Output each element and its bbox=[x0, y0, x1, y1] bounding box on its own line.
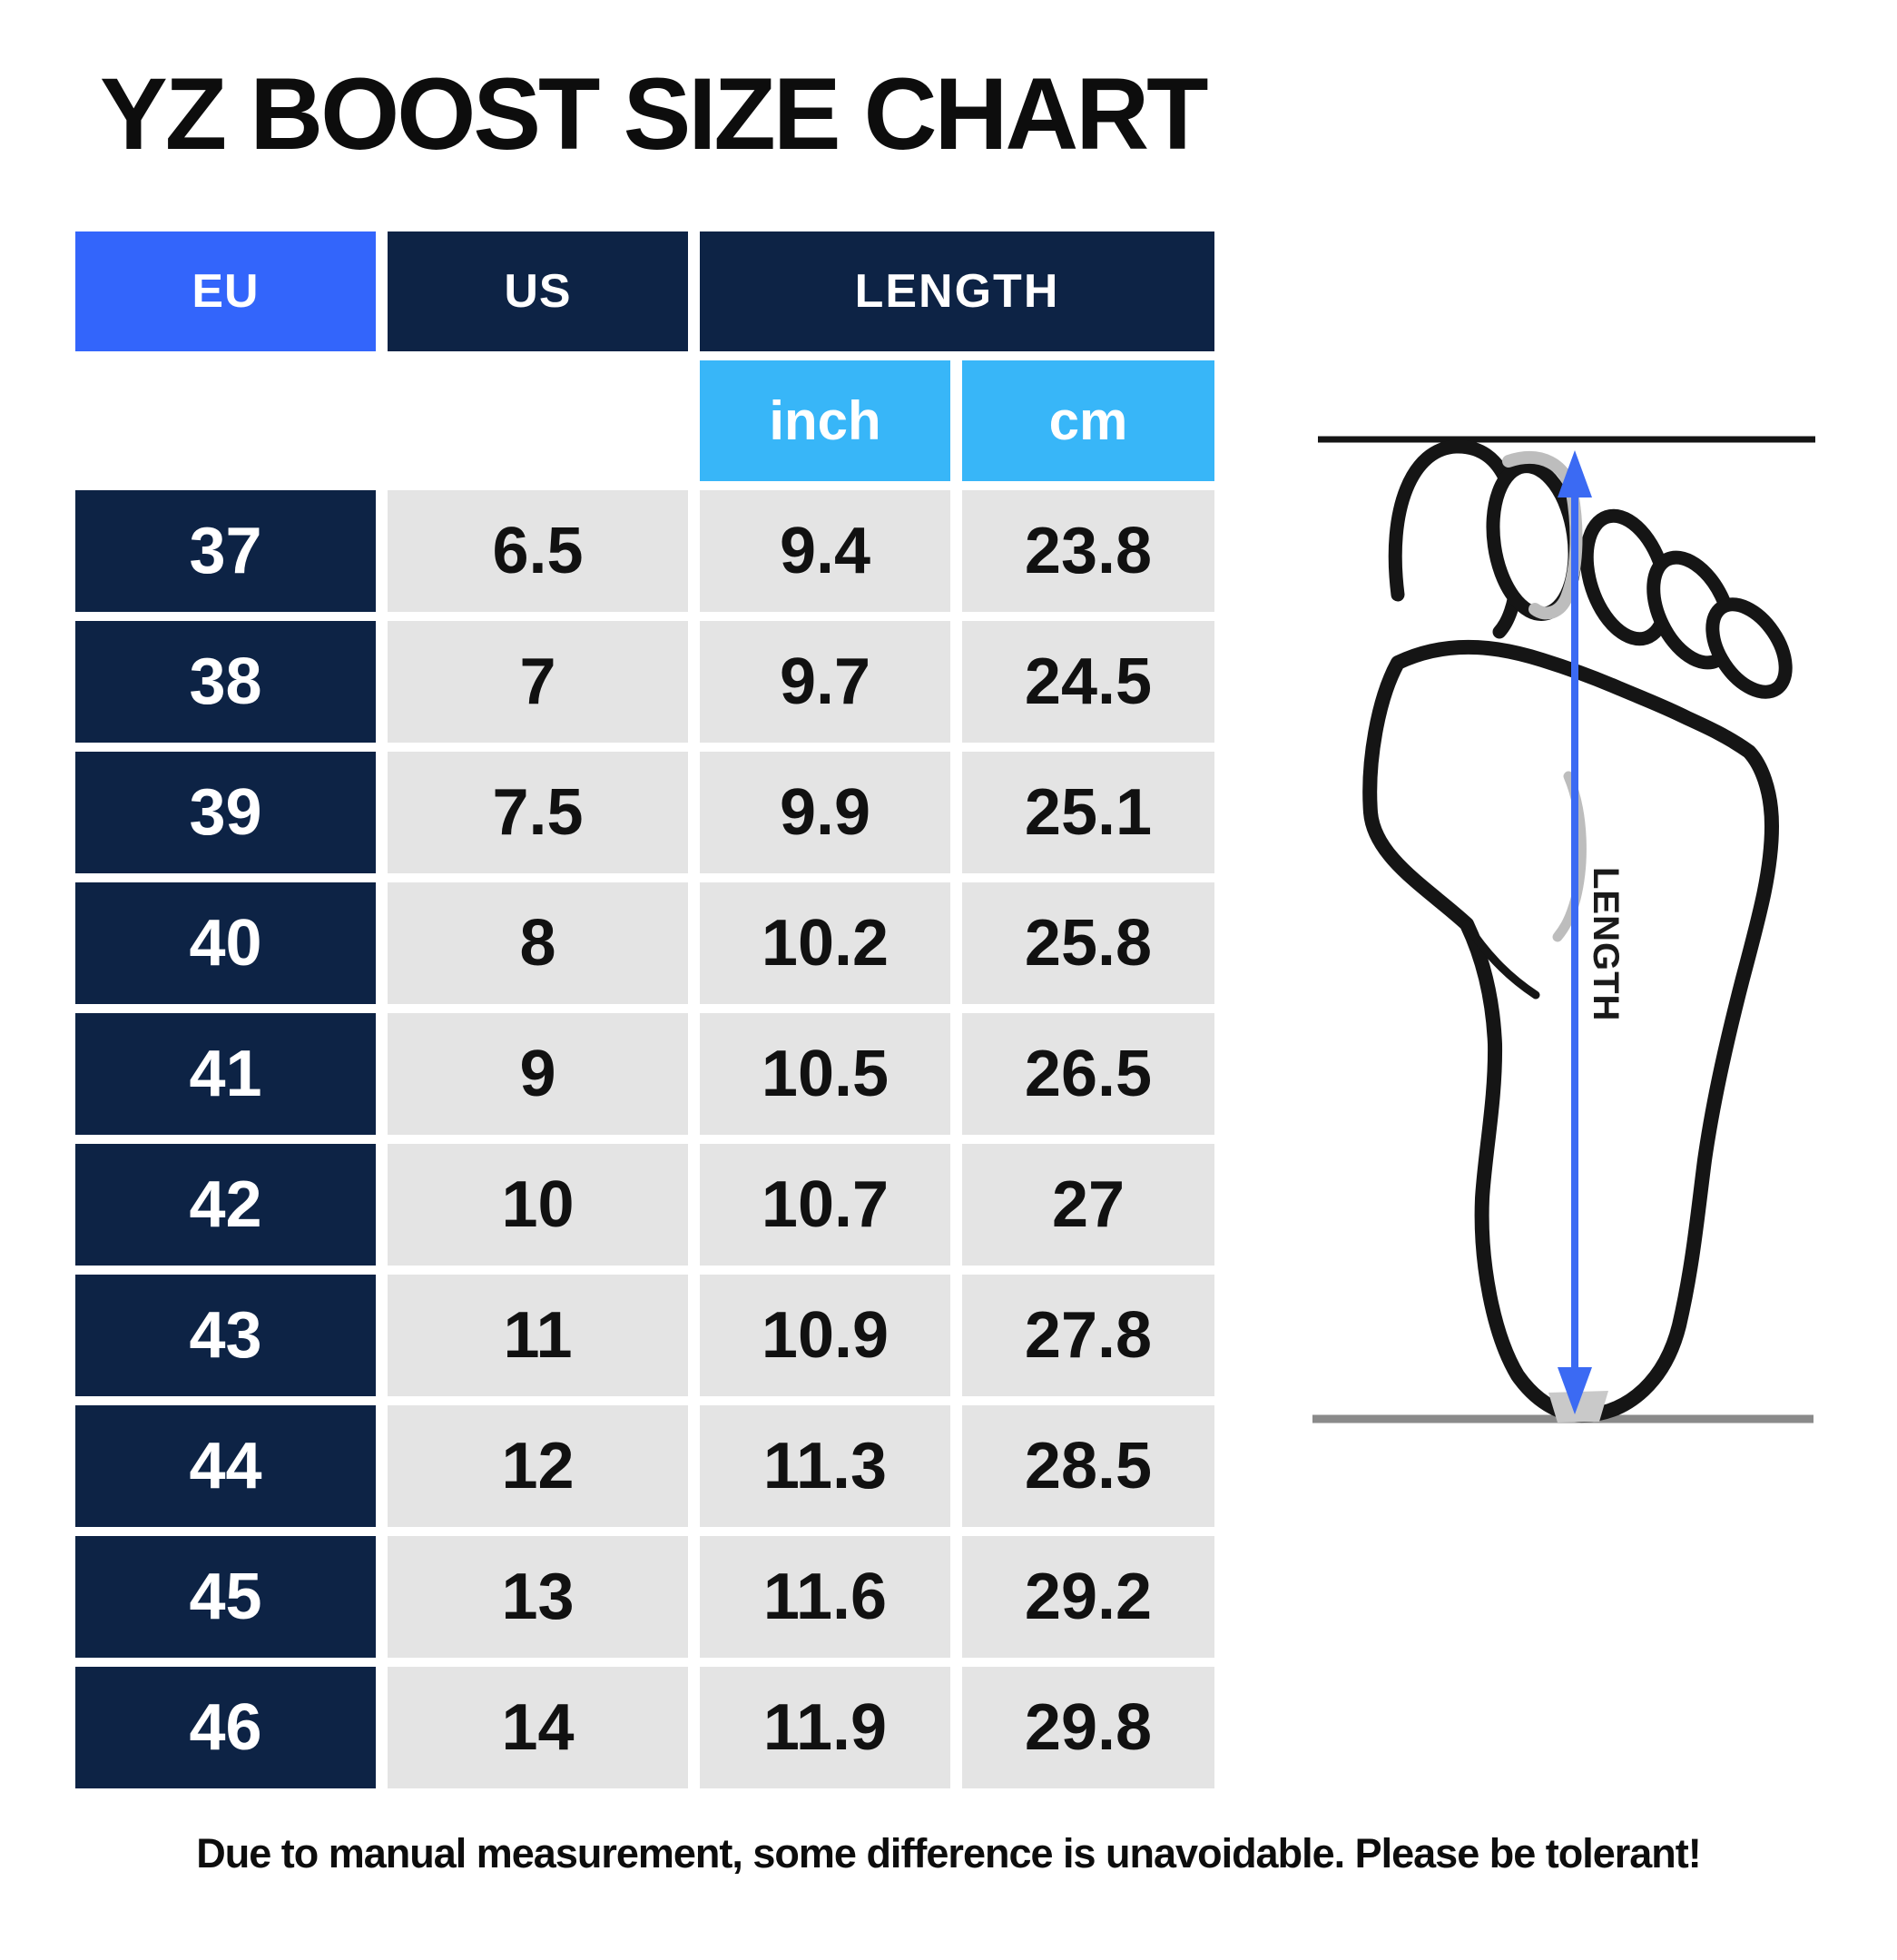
inch-size-cell: 10.5 bbox=[700, 1013, 950, 1135]
length-axis-label: LENGTH bbox=[1586, 867, 1626, 1021]
cm-size-cell: 27.8 bbox=[962, 1275, 1214, 1396]
header-spacer bbox=[75, 360, 688, 481]
inch-size-cell: 10.2 bbox=[700, 882, 950, 1004]
us-size-cell: 14 bbox=[388, 1667, 688, 1788]
arch-crease-line bbox=[1462, 920, 1540, 1000]
column-header-us: US bbox=[388, 231, 688, 351]
us-size-cell: 12 bbox=[388, 1405, 688, 1527]
page-title: YZ BOOST SIZE CHART bbox=[100, 57, 1209, 171]
us-size-cell: 9 bbox=[388, 1013, 688, 1135]
eu-size-cell: 40 bbox=[75, 882, 376, 1004]
inch-size-cell: 10.7 bbox=[700, 1144, 950, 1266]
cm-size-cell: 29.8 bbox=[962, 1667, 1214, 1788]
pinky-toe bbox=[1705, 597, 1793, 699]
cm-size-cell: 24.5 bbox=[962, 621, 1214, 743]
column-header-length: LENGTH bbox=[700, 231, 1214, 351]
size-table: EU US LENGTH inch cm 37 6.5 9.4 23.8 38 7 9.7 2… bbox=[75, 231, 1214, 1788]
us-size-cell: 10 bbox=[388, 1144, 688, 1266]
eu-size-cell: 38 bbox=[75, 621, 376, 743]
us-size-cell: 7.5 bbox=[388, 752, 688, 873]
inch-size-cell: 11.3 bbox=[700, 1405, 950, 1527]
eu-size-cell: 43 bbox=[75, 1275, 376, 1396]
inch-size-cell: 11.9 bbox=[700, 1667, 950, 1788]
cm-size-cell: 25.8 bbox=[962, 882, 1214, 1004]
eu-size-cell: 45 bbox=[75, 1536, 376, 1658]
us-size-cell: 7 bbox=[388, 621, 688, 743]
inch-size-cell: 10.9 bbox=[700, 1275, 950, 1396]
eu-size-cell: 46 bbox=[75, 1667, 376, 1788]
foot-sole-illustration bbox=[1362, 439, 1793, 1423]
column-subheader-cm: cm bbox=[962, 360, 1214, 481]
inch-size-cell: 9.4 bbox=[700, 490, 950, 612]
length-arrow-head-up bbox=[1558, 450, 1592, 497]
us-size-cell: 11 bbox=[388, 1275, 688, 1396]
inch-size-cell: 9.9 bbox=[700, 752, 950, 873]
cm-size-cell: 28.5 bbox=[962, 1405, 1214, 1527]
eu-size-cell: 41 bbox=[75, 1013, 376, 1135]
us-size-cell: 13 bbox=[388, 1536, 688, 1658]
heel-gray-patch bbox=[1548, 1391, 1608, 1423]
us-size-cell: 6.5 bbox=[388, 490, 688, 612]
length-arrow-head-down bbox=[1558, 1367, 1592, 1414]
inch-size-cell: 11.6 bbox=[700, 1536, 950, 1658]
foot-measurement-diagram: LENGTH bbox=[1312, 436, 1815, 1423]
column-header-eu: EU bbox=[75, 231, 376, 351]
column-subheader-inch: inch bbox=[700, 360, 950, 481]
eu-size-cell: 37 bbox=[75, 490, 376, 612]
eu-size-cell: 42 bbox=[75, 1144, 376, 1266]
cm-size-cell: 27 bbox=[962, 1144, 1214, 1266]
inch-size-cell: 9.7 bbox=[700, 621, 950, 743]
us-size-cell: 8 bbox=[388, 882, 688, 1004]
cm-size-cell: 23.8 bbox=[962, 490, 1214, 612]
sole-outline bbox=[1362, 639, 1779, 1423]
footnote: Due to manual measurement, some differen… bbox=[196, 1830, 1702, 1876]
length-arrow bbox=[1558, 450, 1592, 1414]
eu-size-cell: 44 bbox=[75, 1405, 376, 1527]
cm-size-cell: 25.1 bbox=[962, 752, 1214, 873]
cm-size-cell: 29.2 bbox=[962, 1536, 1214, 1658]
cm-size-cell: 26.5 bbox=[962, 1013, 1214, 1135]
eu-size-cell: 39 bbox=[75, 752, 376, 873]
